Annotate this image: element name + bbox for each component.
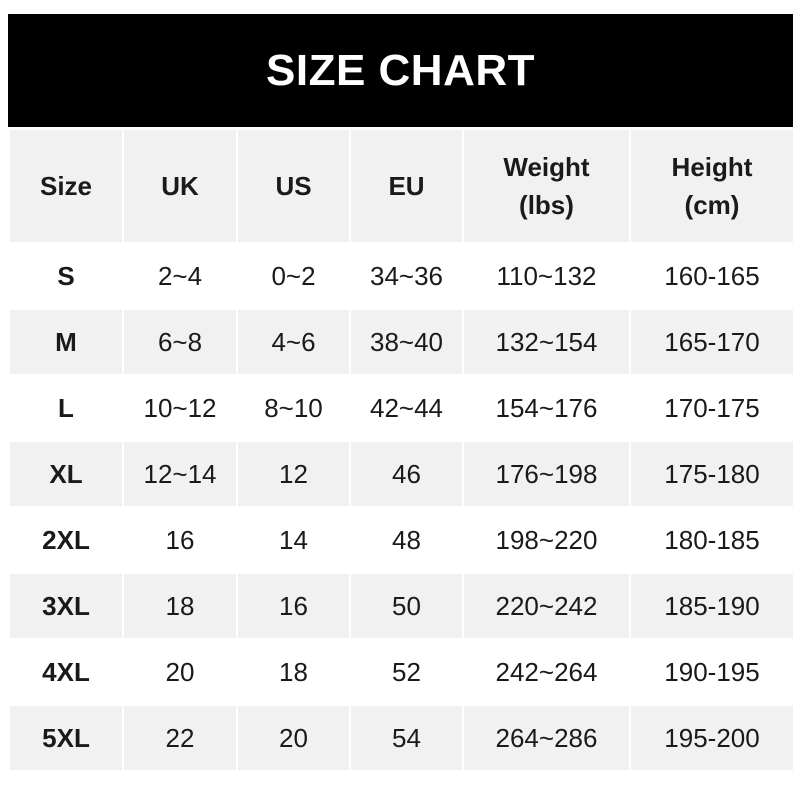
column-header: EU (349, 128, 464, 244)
table-cell: 18 (236, 638, 351, 706)
table-cell: 54 (349, 704, 464, 772)
table-cell: 132~154 (462, 308, 631, 376)
size-cell: L (8, 374, 124, 442)
table-cell: 20 (122, 638, 238, 706)
table-cell: 154~176 (462, 374, 631, 442)
size-cell: XL (8, 440, 124, 508)
table-cell: 0~2 (236, 242, 351, 310)
table-cell: 175-180 (629, 440, 795, 508)
table-cell: 170-175 (629, 374, 795, 442)
table-row: 4XL 20 18 52 242~264 190-195 (8, 638, 795, 706)
table-cell: 160-165 (629, 242, 795, 310)
table-cell: 12 (236, 440, 351, 508)
table-cell: 18 (122, 572, 238, 640)
column-header: Height (cm) (629, 128, 795, 244)
table-cell: 6~8 (122, 308, 238, 376)
size-cell: 5XL (8, 704, 124, 772)
table-cell: 110~132 (462, 242, 631, 310)
table-cell: 38~40 (349, 308, 464, 376)
column-header: Size (8, 128, 124, 244)
column-header: US (236, 128, 351, 244)
table-cell: 198~220 (462, 506, 631, 574)
table-cell: 48 (349, 506, 464, 574)
table-cell: 4~6 (236, 308, 351, 376)
table-cell: 195-200 (629, 704, 795, 772)
table-cell: 242~264 (462, 638, 631, 706)
table-cell: 190-195 (629, 638, 795, 706)
size-table: Size UK US EU Weight (lbs) Height (cm) S 2~4 0~2 3… (8, 128, 795, 772)
table-row: XL 12~14 12 46 176~198 175-180 (8, 440, 795, 508)
table-cell: 46 (349, 440, 464, 508)
size-cell: 2XL (8, 506, 124, 574)
table-cell: 165-170 (629, 308, 795, 376)
table-cell: 220~242 (462, 572, 631, 640)
table-cell: 34~36 (349, 242, 464, 310)
table-row: 2XL 16 14 48 198~220 180-185 (8, 506, 795, 574)
column-header: UK (122, 128, 238, 244)
table-row: 5XL 22 20 54 264~286 195-200 (8, 704, 795, 772)
size-cell: S (8, 242, 124, 310)
table-cell: 2~4 (122, 242, 238, 310)
table-cell: 16 (122, 506, 238, 574)
table-cell: 264~286 (462, 704, 631, 772)
table-cell: 185-190 (629, 572, 795, 640)
table-row: S 2~4 0~2 34~36 110~132 160-165 (8, 242, 795, 310)
table-cell: 22 (122, 704, 238, 772)
table-cell: 14 (236, 506, 351, 574)
size-cell: 4XL (8, 638, 124, 706)
size-cell: M (8, 308, 124, 376)
table-cell: 16 (236, 572, 351, 640)
column-header: Weight (lbs) (462, 128, 631, 244)
table-cell: 50 (349, 572, 464, 640)
table-cell: 176~198 (462, 440, 631, 508)
table-cell: 42~44 (349, 374, 464, 442)
table-cell: 8~10 (236, 374, 351, 442)
table-cell: 20 (236, 704, 351, 772)
table-cell: 180-185 (629, 506, 795, 574)
size-cell: 3XL (8, 572, 124, 640)
header-row: Size UK US EU Weight (lbs) Height (cm) (8, 128, 795, 244)
size-chart-title: SIZE CHART (8, 14, 793, 127)
table-cell: 12~14 (122, 440, 238, 508)
table-cell: 52 (349, 638, 464, 706)
table-cell: 10~12 (122, 374, 238, 442)
table-row: L 10~12 8~10 42~44 154~176 170-175 (8, 374, 795, 442)
table-row: 3XL 18 16 50 220~242 185-190 (8, 572, 795, 640)
table-row: M 6~8 4~6 38~40 132~154 165-170 (8, 308, 795, 376)
